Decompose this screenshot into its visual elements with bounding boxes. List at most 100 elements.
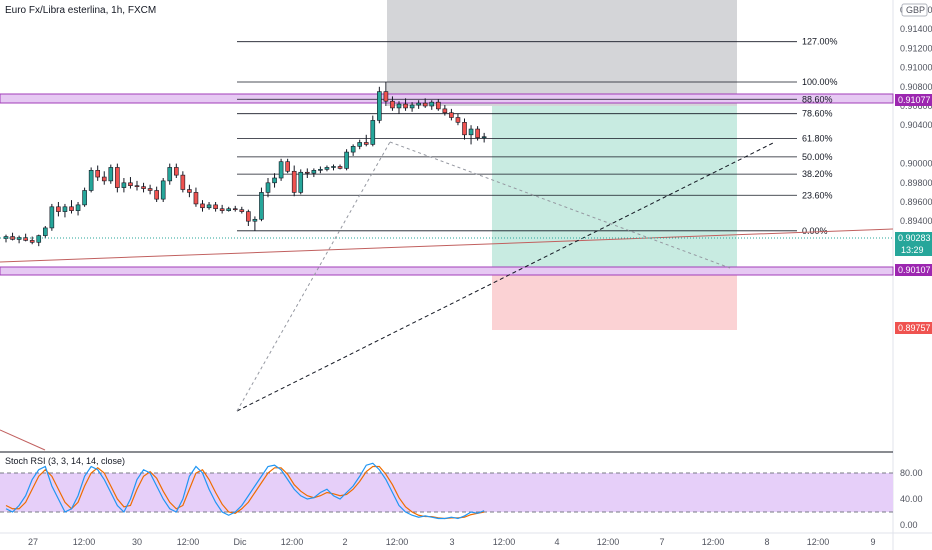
candle-body <box>291 170 297 193</box>
candle-body <box>200 203 205 209</box>
candle-body <box>363 142 369 145</box>
chart-title: Euro Fx/Libra esterlina, 1h, FXCM <box>5 5 156 16</box>
candle-body <box>298 171 304 193</box>
current-price-tag: 0.90283 <box>895 232 932 244</box>
price-tick-label: 0.90400 <box>900 120 932 130</box>
time-tick-label: 8 <box>764 537 769 547</box>
candle-body <box>259 192 264 220</box>
candle-body <box>324 167 330 170</box>
fib-level-label: 88.60% <box>802 94 833 104</box>
candle-body <box>455 117 461 123</box>
fibonacci-retracement[interactable]: 127.00% 100.00% 88.60% 78.60% 61.80% 50.00% 38… <box>237 37 838 236</box>
fib-level-label: 100.00% <box>802 77 838 87</box>
time-tick-label: 12:00 <box>807 537 830 547</box>
currency-badge-box[interactable] <box>901 3 928 17</box>
time-tick-label: 12:00 <box>386 537 409 547</box>
currency-badge[interactable]: GBP <box>906 5 925 15</box>
candle-body <box>101 176 107 182</box>
ascending-trendline[interactable] <box>236 141 776 412</box>
red-trendline-lower[interactable] <box>0 429 46 451</box>
candle-body <box>187 189 192 193</box>
time-tick-label: 3 <box>449 537 454 547</box>
trend-lines[interactable] <box>0 141 894 451</box>
price-tick-label: 0.89600 <box>900 197 932 207</box>
rsi-tick-label: 0.00 <box>900 520 918 530</box>
candle-body <box>390 100 395 109</box>
candle-body <box>160 180 166 200</box>
candle-body <box>75 204 81 211</box>
candle-body <box>36 235 42 243</box>
candle-body <box>278 161 284 179</box>
candle-body <box>285 161 290 172</box>
candle-body <box>180 174 186 190</box>
time-tick-label: 9 <box>870 537 875 547</box>
time-tick-label: 12:00 <box>597 537 620 547</box>
price-tick-label: 0.89800 <box>900 178 932 188</box>
profit-zone[interactable] <box>492 106 737 269</box>
candle-body <box>29 240 35 243</box>
red-trendline[interactable] <box>0 228 894 263</box>
time-tick-label: 12:00 <box>73 537 96 547</box>
candle-body <box>213 204 218 210</box>
time-axis[interactable]: 27 12:00 30 12:00 Dic 12:00 2 12:00 3 12:00 4 12:00… <box>28 537 876 547</box>
fib-level-label: 23.60% <box>802 190 833 200</box>
candle-body <box>344 151 349 169</box>
lower-support-zone[interactable] <box>0 266 894 276</box>
rsi-tick-label: 80.00 <box>900 468 923 478</box>
candle-body <box>416 102 421 106</box>
candle-body <box>435 101 441 110</box>
candle-body <box>134 185 140 187</box>
loss-zone[interactable] <box>492 269 737 330</box>
candle-body <box>219 208 225 211</box>
fib-level-label: 38.20% <box>802 169 833 179</box>
candle-body <box>226 208 231 211</box>
candle-body <box>49 206 55 229</box>
candle-body <box>442 108 448 114</box>
time-tick-label: 4 <box>554 537 559 547</box>
candle-body <box>357 142 363 147</box>
fib-level-label: 0.00% <box>802 226 828 236</box>
candle-body <box>377 91 382 121</box>
stop-price-tag-text: 0.89757 <box>898 323 931 333</box>
stoch-rsi-k-line <box>5 462 485 520</box>
fib-level-label: 61.80% <box>802 134 833 144</box>
candle-body <box>147 188 153 191</box>
stoch-rsi-d-line <box>5 465 485 520</box>
time-tick-label: 2 <box>342 537 347 547</box>
candle-body <box>252 218 258 222</box>
candle-body <box>304 171 310 174</box>
candle-body <box>154 190 159 200</box>
upper-resistance-zone[interactable] <box>0 93 894 104</box>
candle-body <box>56 206 61 212</box>
fib-level-label: 78.60% <box>802 109 833 119</box>
stoch-rsi-series <box>5 462 485 520</box>
candle-body <box>246 211 251 222</box>
lower-zone-tag-text: 0.90107 <box>898 265 931 275</box>
upper-zone-tag-text: 0.91077 <box>898 95 931 105</box>
candle-body <box>23 237 28 241</box>
candle-body <box>311 170 317 174</box>
time-tick-label: 12:00 <box>281 537 304 547</box>
stoch-rsi-title[interactable]: Stoch RSI (3, 3, 14, 14, close) <box>5 456 125 466</box>
candlestick-series <box>3 82 487 247</box>
candle-body <box>396 103 402 109</box>
candle-body <box>429 101 435 107</box>
price-tick-label: 0.91200 <box>900 43 932 53</box>
fib-projection-leg[interactable] <box>389 141 731 269</box>
candle-body <box>475 128 480 138</box>
candle-body <box>167 167 173 182</box>
candle-body <box>88 170 94 191</box>
candle-body <box>481 136 487 139</box>
current-price-tag-text: 0.90283 <box>898 233 931 243</box>
candle-body <box>16 237 22 240</box>
candle-body <box>193 192 199 205</box>
candle-body <box>141 186 146 189</box>
fib-extension-box[interactable] <box>387 0 737 106</box>
candle-body <box>383 91 389 102</box>
price-tick-label: 0.91000 <box>900 63 932 73</box>
candle-body <box>422 102 428 107</box>
time-tick-label: 7 <box>659 537 664 547</box>
candle-body <box>403 103 408 109</box>
candle-body <box>95 170 100 178</box>
